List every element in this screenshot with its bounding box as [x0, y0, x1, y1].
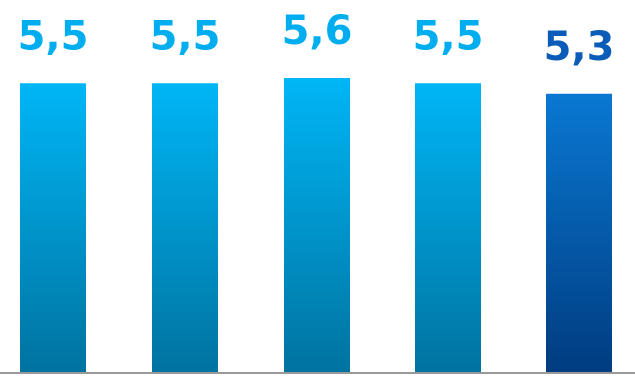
bar-2 — [152, 83, 218, 372]
bar-4 — [415, 83, 481, 372]
bar-5 — [546, 93, 612, 372]
bar-1 — [20, 83, 86, 372]
data-label-5: 5,3 — [544, 24, 615, 70]
data-label-2: 5,5 — [150, 13, 221, 59]
data-labels-group: 5,5 5,5 5,6 5,5 5,3 — [18, 8, 615, 70]
data-label-1: 5,5 — [18, 13, 89, 59]
data-label-4: 5,5 — [413, 13, 484, 59]
data-label-3: 5,6 — [282, 8, 353, 54]
bars-group — [20, 78, 612, 372]
bar-3 — [284, 78, 350, 372]
